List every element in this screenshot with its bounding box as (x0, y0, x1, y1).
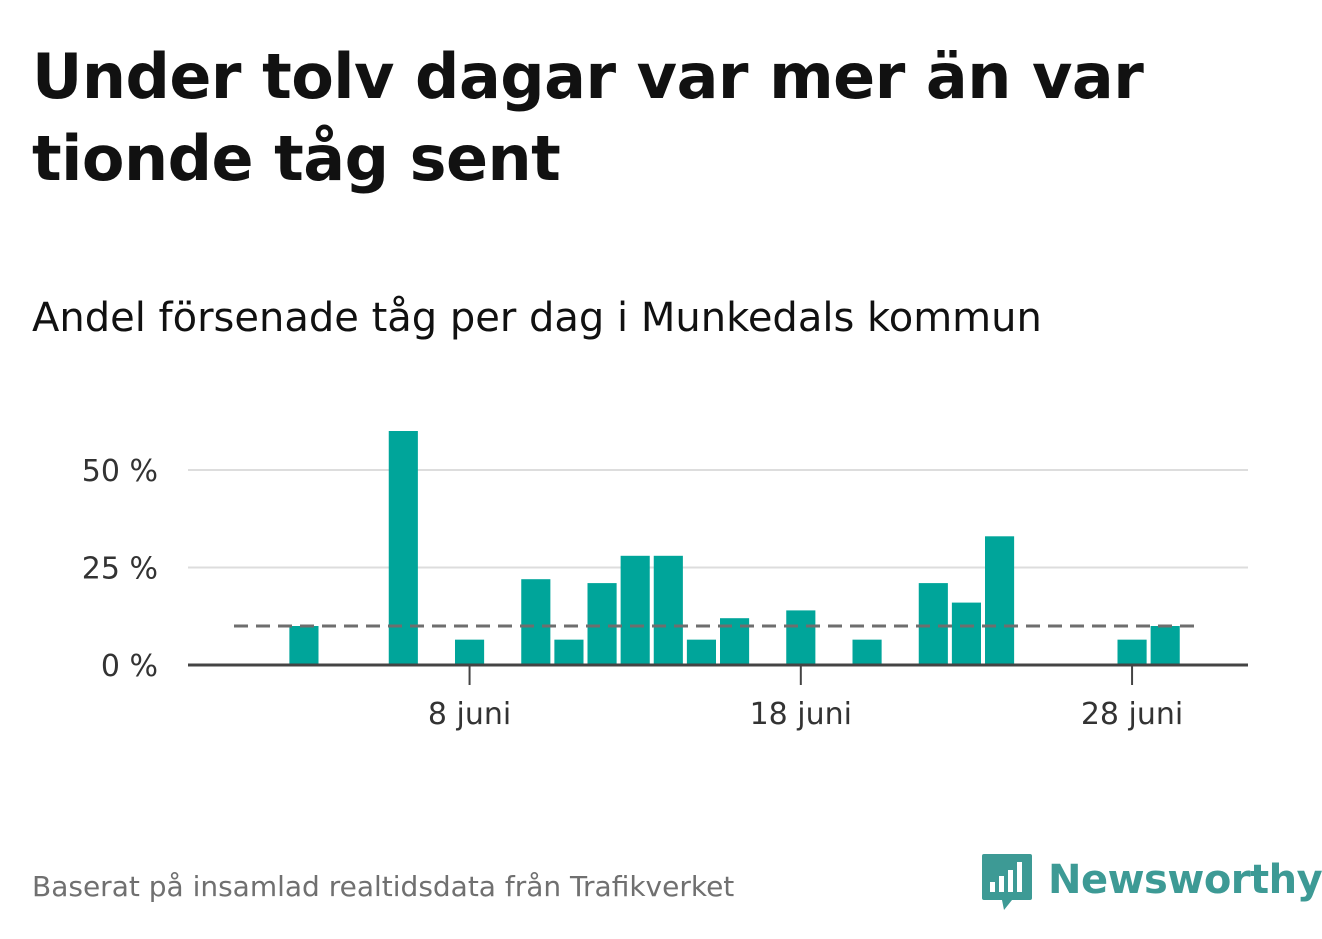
bars (289, 431, 1180, 665)
bar-11 (852, 639, 882, 665)
bar-4 (554, 639, 584, 665)
chart-subtitle: Andel försenade tåg per dag i Munkedals … (32, 295, 1042, 341)
x-tick-label-1: 18 juni (750, 697, 852, 732)
bar-1 (388, 431, 418, 665)
brand-name: Newsworthy (1048, 857, 1322, 903)
bar-14 (985, 536, 1015, 665)
bar-5 (587, 583, 617, 665)
bar-chart-bubble-icon (982, 854, 1032, 910)
x-tick-label-2: 28 juni (1081, 697, 1183, 732)
axes: 0 % 25 % 50 % 8 juni 18 juni 28 juni (82, 454, 1248, 732)
bar-12 (918, 583, 948, 665)
x-tick-label-0: 8 juni (428, 697, 511, 732)
bar-10 (786, 610, 816, 665)
bar-3 (521, 579, 551, 665)
bar-7 (653, 555, 683, 665)
bar-13 (951, 602, 981, 665)
y-tick-label-0: 0 % (101, 649, 158, 684)
chart-title: Under tolv dagar var mer än var tionde t… (32, 40, 1144, 195)
newsworthy-logo: Newsworthy (980, 848, 1322, 912)
bar-0 (289, 626, 319, 665)
bar-16 (1150, 626, 1180, 665)
bar-15 (1117, 639, 1147, 665)
y-tick-label-2: 50 % (82, 454, 158, 489)
bar-6 (620, 555, 650, 665)
grid-lines (188, 469, 1248, 569)
bar-2 (455, 639, 485, 665)
y-tick-label-1: 25 % (82, 552, 158, 587)
bar-8 (686, 639, 716, 665)
source-note: Baserat på insamlad realtidsdata från Tr… (32, 870, 735, 903)
